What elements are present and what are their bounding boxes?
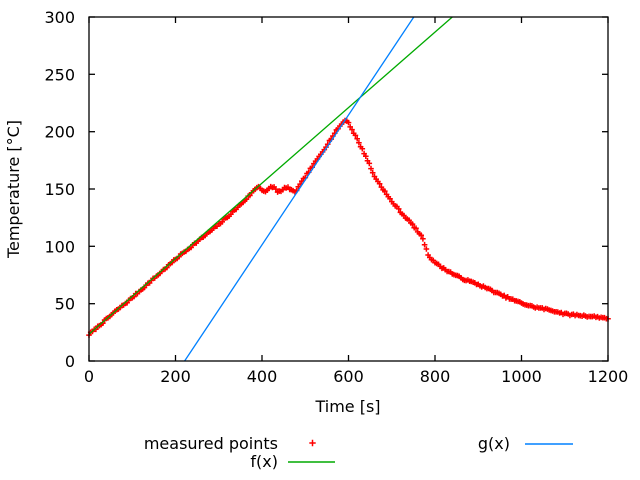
x-tick-label: 0 [84, 367, 94, 386]
y-tick-label: 100 [44, 237, 75, 256]
g-line-series [184, 16, 415, 362]
y-tick-label: 250 [44, 65, 75, 84]
y-tick-label: 300 [44, 8, 75, 27]
x-tick-label: 800 [420, 367, 451, 386]
legend-label-measured-points: measured points [144, 434, 278, 453]
measured-points-series [86, 117, 611, 338]
x-tick-label: 400 [247, 367, 278, 386]
x-axis-title: Time [s] [314, 397, 380, 416]
y-axis-title: Temperature [°C] [4, 120, 23, 259]
x-tick-label: 600 [333, 367, 364, 386]
legend-label-g: g(x) [478, 434, 510, 453]
x-tick-label: 1000 [501, 367, 542, 386]
plot-border [88, 16, 609, 362]
y-tick-label: 150 [44, 180, 75, 199]
x-tick-label: 1200 [588, 367, 629, 386]
legend-label-f: f(x) [250, 452, 278, 471]
y-tick-label: 200 [44, 123, 75, 142]
legend-plus-marker-icon [309, 439, 316, 447]
x-tick-label: 200 [160, 367, 191, 386]
y-tick-label: 0 [65, 352, 75, 371]
f-line-series [88, 16, 453, 335]
y-tick-label: 50 [55, 295, 75, 314]
